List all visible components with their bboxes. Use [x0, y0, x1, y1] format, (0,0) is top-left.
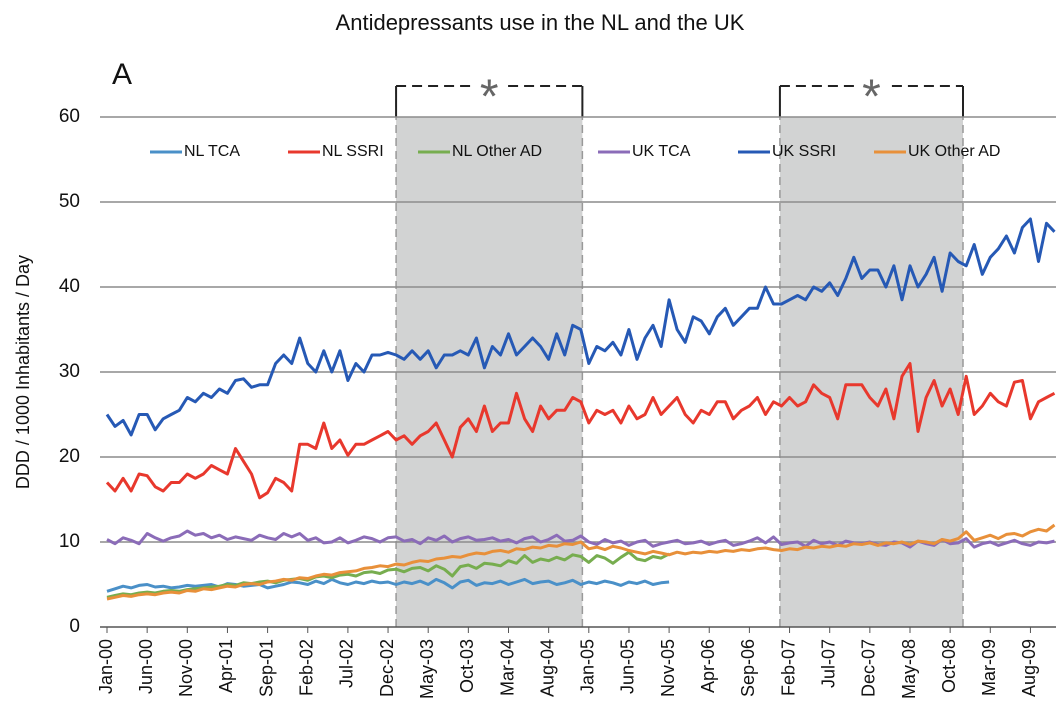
x-tick-label: Jan-05: [578, 639, 598, 694]
x-tick-label: Jun-00: [136, 639, 156, 694]
legend-label: UK TCA: [632, 143, 691, 160]
annotation: *: [862, 71, 881, 124]
x-tick-label: Sep-01: [256, 639, 276, 697]
y-tick-label: 20: [59, 446, 80, 467]
x-tick-label: Dec-02: [377, 639, 397, 697]
x-tick-label: Apr-01: [216, 639, 236, 693]
x-tick-label: Feb-02: [297, 639, 317, 696]
x-tick-label: May-08: [899, 639, 919, 699]
y-tick-label: 60: [59, 106, 80, 127]
x-tick-label: Jul-02: [337, 639, 357, 688]
legend-label: UK SSRI: [772, 143, 836, 160]
series-line: [105, 217, 1056, 437]
annotation-bg: [855, 70, 888, 102]
annotation: *: [480, 71, 499, 124]
x-tick-label: Aug-09: [1019, 639, 1039, 697]
panel-label: A: [112, 58, 132, 91]
y-tick-label: 30: [59, 361, 80, 382]
legend-label: UK Other AD: [908, 143, 1000, 160]
x-tick-label: Nov-00: [176, 639, 196, 697]
x-tick-label: Apr-06: [698, 639, 718, 693]
x-tick-label: Oct-08: [939, 639, 959, 693]
x-tick-label: Aug-04: [537, 639, 557, 697]
x-tick-label: Jul-07: [818, 639, 838, 688]
y-tick-label: 50: [59, 191, 80, 212]
x-tick-label: Mar-04: [497, 639, 517, 696]
x-tick-label: Sep-06: [738, 639, 758, 697]
legend-label: NL Other AD: [452, 143, 542, 160]
x-tick-label: Feb-07: [778, 639, 798, 696]
x-tick-label: Nov-05: [658, 639, 678, 697]
x-tick-label: Jun-05: [618, 639, 638, 694]
legend-label: NL TCA: [184, 143, 240, 160]
x-tick-label: Dec-07: [859, 639, 879, 697]
y-tick-label: 10: [59, 531, 80, 552]
chart-title: Antidepressants use in the NL and the UK: [336, 10, 745, 35]
series-line: [106, 523, 1056, 601]
x-tick-label: May-03: [417, 639, 437, 699]
legend-label: NL SSRI: [322, 143, 384, 160]
annotation-bg: [473, 70, 506, 102]
series-line: [105, 362, 1056, 500]
y-tick-label: 40: [59, 276, 80, 297]
x-tick-label: Oct-03: [457, 639, 477, 693]
x-tick-label: Jan-00: [96, 639, 116, 694]
y-axis-label: DDD / 1000 Inhabitants / Day: [13, 255, 33, 489]
y-tick-label: 0: [69, 616, 80, 637]
x-tick-label: Mar-09: [979, 639, 999, 696]
series-line: [106, 577, 670, 593]
